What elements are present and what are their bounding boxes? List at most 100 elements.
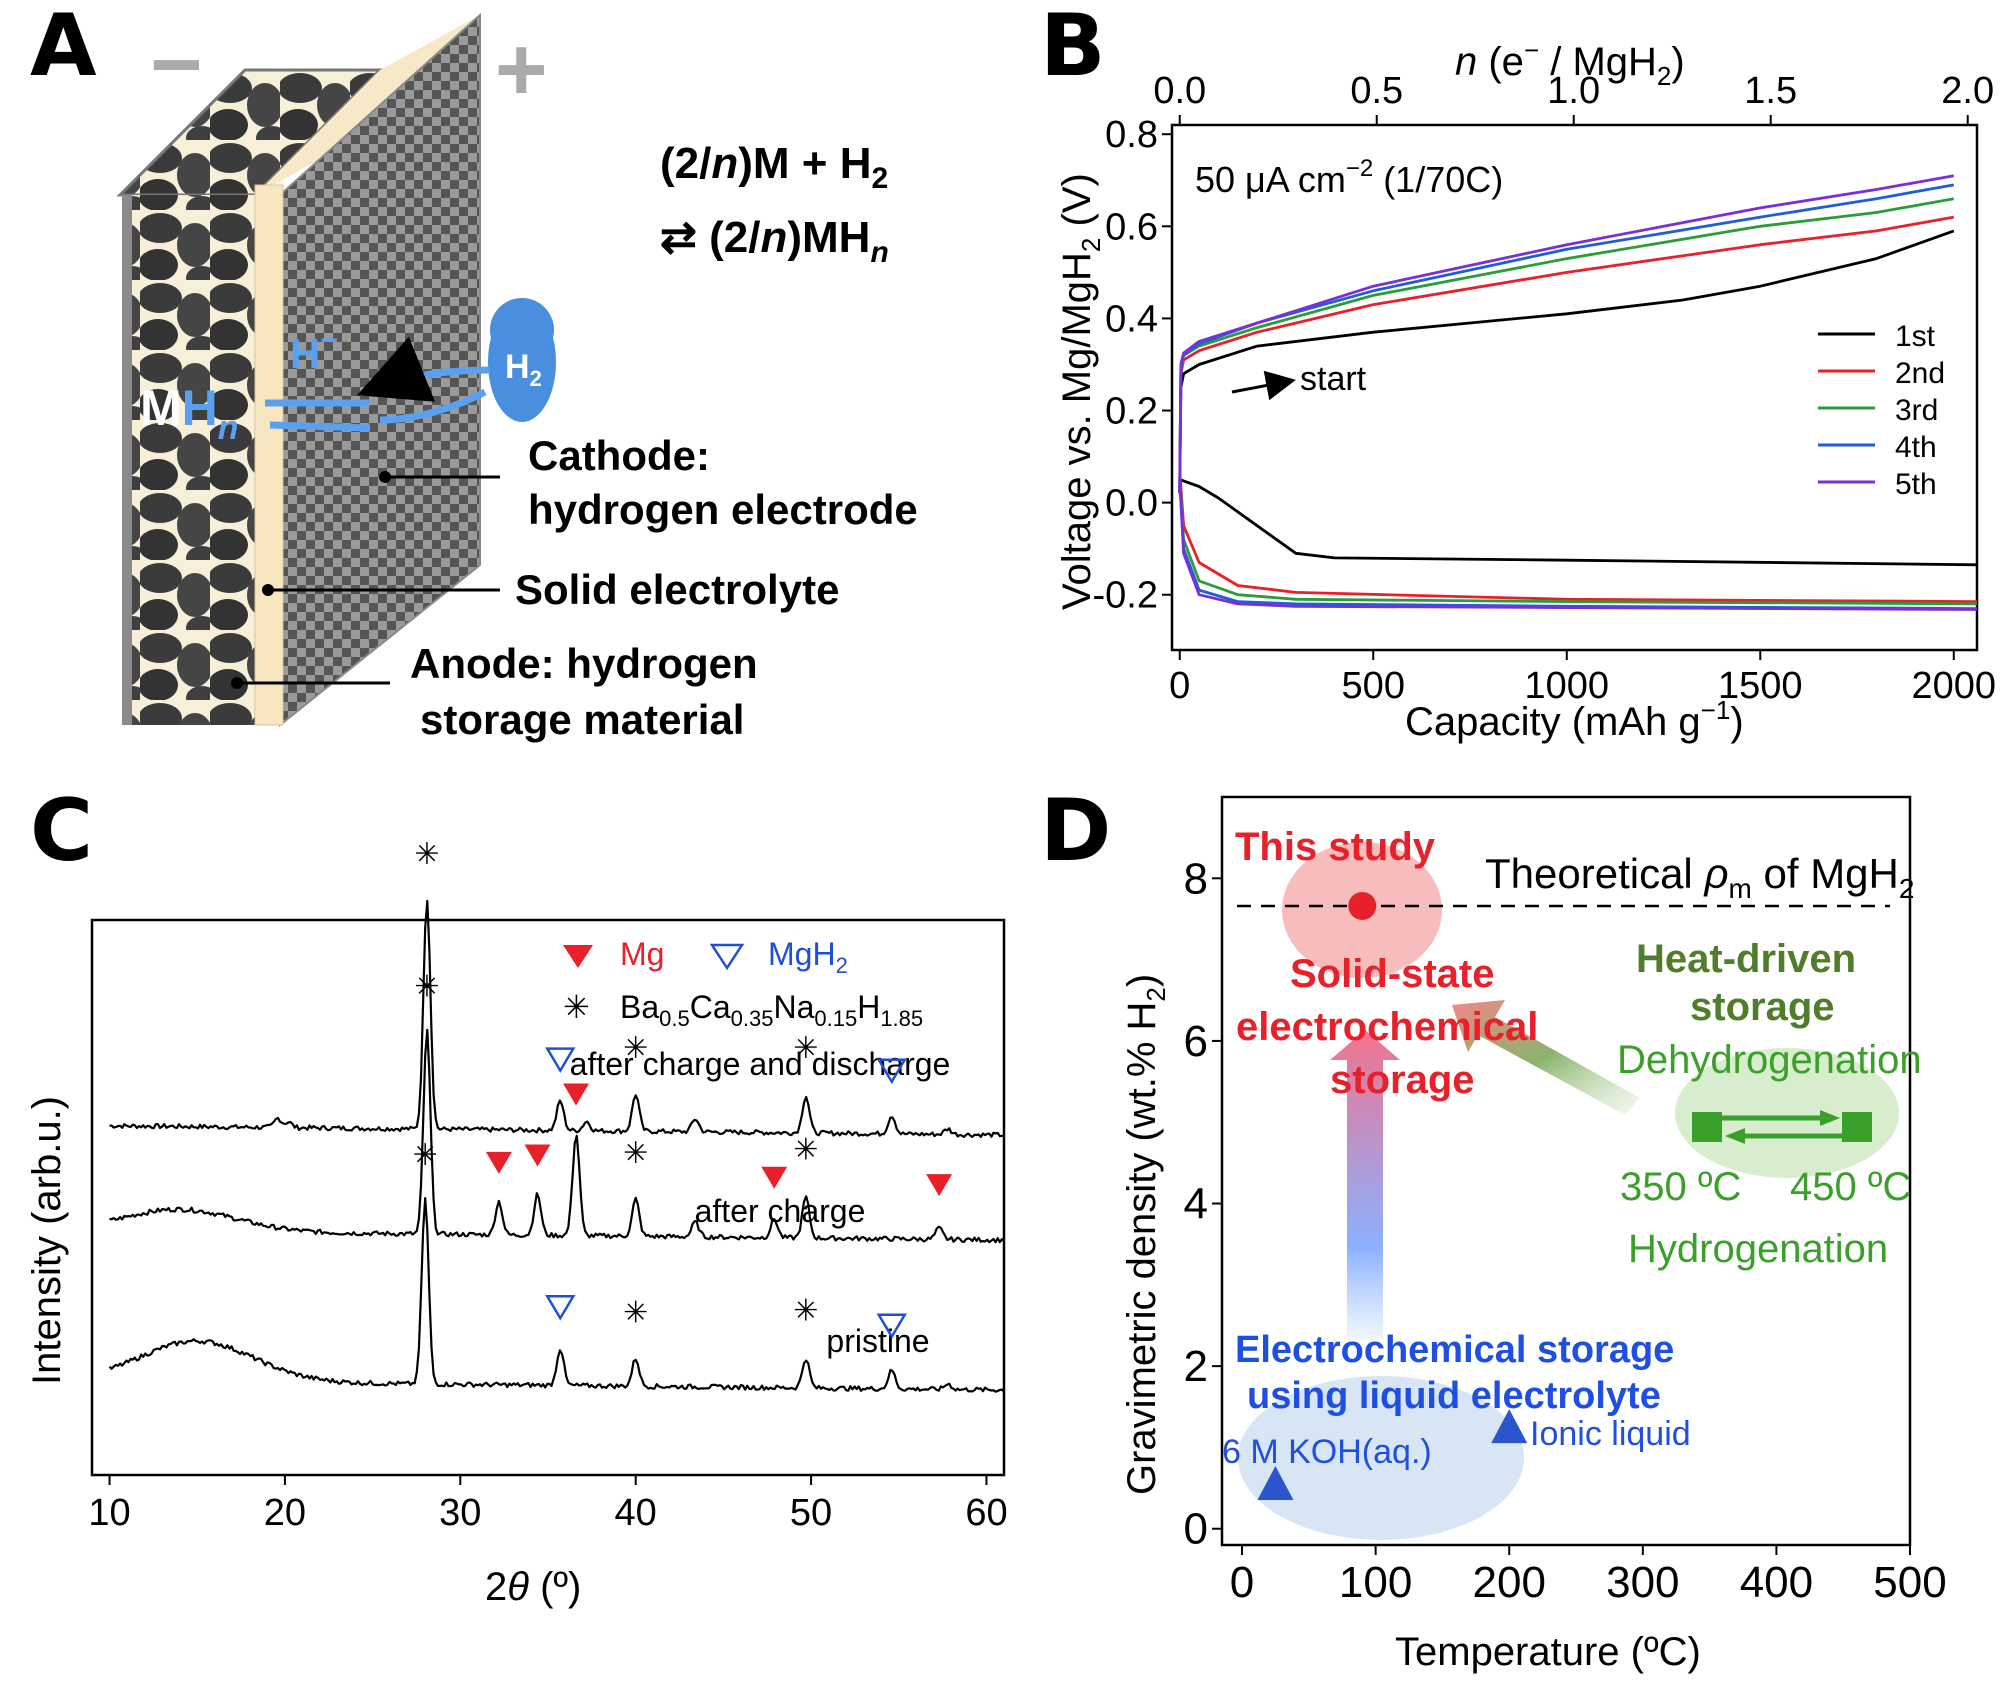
b-xtick-label: 500: [1342, 665, 1405, 707]
solid-state-label-1: Solid-state: [1290, 952, 1494, 996]
b-legend-label-5th: 5th: [1895, 468, 1937, 501]
b-legend-label-1st: 1st: [1895, 320, 1936, 353]
panel-c-letter: C: [30, 781, 93, 881]
c-series-pristine: [108, 1196, 1005, 1393]
temperature-switch-icon: [1692, 1110, 1872, 1144]
panel-d-letter: D: [1040, 781, 1111, 881]
panel-d-ylabel: Gravimetric density (wt.% H2): [1120, 974, 1171, 1495]
b-series-4th-discharge: [1178, 479, 1978, 610]
c-mg-marker: [563, 1083, 590, 1106]
d-ytick-label: 2: [1184, 1342, 1208, 1391]
d-xtick-label: 100: [1339, 1558, 1412, 1607]
b-xtick-label: 1000: [1524, 665, 1609, 707]
b-series-4th-charge: [1178, 183, 1955, 494]
panel-c-ylabel: Intensity (arb.u.): [25, 1096, 69, 1385]
panel-d-frame: [1220, 795, 1912, 1547]
d-point-6-m-koh-aq-: [1257, 1466, 1294, 1501]
koh-label: 6 M KOH(aq.): [1222, 1433, 1432, 1471]
reaction-line-2: ⇄ (2/n)MHn: [660, 213, 889, 269]
anode-label-1: Anode: hydrogen: [410, 640, 758, 687]
solid-state-label-3: storage: [1330, 1058, 1475, 1102]
diagonal-arrow: [1452, 1000, 1640, 1115]
liquid-electrolyte-region: [1238, 1376, 1524, 1540]
b-legend-label-2nd: 2nd: [1895, 357, 1945, 390]
c-asterisk-marker: ✳: [623, 1137, 648, 1170]
b-series-5th-discharge: [1178, 479, 1978, 611]
reference-line-label: Theoretical ρm of MgH2: [1485, 850, 1914, 904]
panel-d-xlabel: Temperature (ºC): [1395, 1630, 1701, 1674]
panel-b-top-xlabel: n (e− / MgH2): [1455, 35, 1685, 91]
c-mg-marker: [926, 1174, 953, 1197]
d-point-ionic-liquid: [1491, 1409, 1528, 1444]
heat-driven-label-1: Heat-driven: [1636, 937, 1856, 981]
cathode-label-2: hydrogen electrode: [528, 486, 918, 533]
minus-sign: −: [150, 15, 203, 115]
legend-electrolyte-label: Ba0.5Ca0.35Na0.15H1.85: [620, 989, 923, 1031]
b-toptick-label: 1.0: [1547, 70, 1600, 112]
panel-a-letter: A: [30, 0, 97, 96]
heat-driven-label-2: storage: [1690, 985, 1835, 1029]
b-legend-label-4th: 4th: [1895, 431, 1937, 464]
anode-label-2: storage material: [420, 696, 744, 743]
c-xtick-label: 50: [790, 1492, 832, 1534]
liquid-storage-label-1: Electrochemical storage: [1235, 1329, 1674, 1371]
d-xtick-label: 0: [1230, 1558, 1254, 1607]
c-xtick-label: 20: [264, 1492, 306, 1534]
up-arrow: [1330, 1030, 1400, 1340]
cathode-label-1: Cathode:: [528, 432, 710, 479]
c-asterisk-marker: ✳: [623, 1032, 648, 1065]
c-label-after-charge-and-discharge: after charge and discharge: [570, 1046, 951, 1082]
ionic-liquid-label: Ionic liquid: [1530, 1415, 1691, 1453]
heat-driven-region: [1675, 1048, 1899, 1178]
b-legend-label-3rd: 3rd: [1895, 394, 1938, 427]
legend-asterisk-marker: ✳: [563, 989, 590, 1025]
c-label-pristine: pristine: [826, 1323, 929, 1359]
b-xtick-label: 1500: [1718, 665, 1803, 707]
b-ytick-label: 0.8: [1105, 114, 1158, 156]
c-mgh2-marker: [876, 1058, 907, 1085]
this-study-label: This study: [1235, 825, 1436, 869]
c-xtick-label: 10: [88, 1492, 130, 1534]
b-toptick-label: 0.0: [1153, 70, 1206, 112]
plus-sign: +: [495, 20, 548, 120]
b-series-3rd-charge: [1178, 197, 1955, 494]
d-ytick-label: 8: [1184, 854, 1208, 903]
panel-b-ylabel: Voltage vs. Mg/MgH2 (V): [1055, 173, 1106, 610]
panel-d: D Temperature (ºC) Gravimetric density (…: [1040, 781, 1947, 1674]
panel-c-frame: [90, 918, 1006, 1477]
d-xtick-label: 300: [1606, 1558, 1679, 1607]
legend-mg-label: Mg: [620, 936, 664, 972]
d-xtick-label: 200: [1473, 1558, 1546, 1607]
electrolyte-label: Solid electrolyte: [515, 566, 839, 613]
d-ytick-label: 4: [1184, 1180, 1208, 1229]
c-asterisk-marker: ✳: [414, 971, 439, 1004]
d-point-this-study: [1348, 891, 1377, 920]
c-asterisk-marker: ✳: [793, 1032, 818, 1065]
hydrogenation-label: Hydrogenation: [1628, 1227, 1888, 1271]
b-xtick-label: 0: [1169, 665, 1190, 707]
temp-high-label: 450 ºC: [1790, 1165, 1911, 1209]
b-ytick-label: -0.2: [1093, 575, 1158, 617]
anode-block: [122, 195, 257, 725]
b-toptick-label: 0.5: [1350, 70, 1403, 112]
d-xtick-label: 500: [1873, 1558, 1946, 1607]
solid-state-label-2: electrochemical: [1236, 1005, 1538, 1049]
legend-mg-marker: [563, 945, 593, 968]
b-toptick-label: 1.5: [1744, 70, 1797, 112]
start-arrow: [1231, 370, 1296, 401]
c-series-after-charge-and-discharge: [109, 899, 1005, 1139]
legend-mgh2-marker: [709, 943, 745, 971]
start-label: start: [1300, 360, 1367, 398]
panel-b: B n (e− / MgH2) Capacity (mAh g−1) Volta…: [1040, 0, 1996, 744]
c-asterisk-marker: ✳: [413, 1139, 438, 1172]
b-toptick-label: 2.0: [1941, 70, 1994, 112]
panel-b-annotation: 50 μA cm−2 (1/70C): [1195, 155, 1503, 200]
c-mg-marker: [761, 1166, 788, 1189]
c-xtick-label: 30: [439, 1492, 481, 1534]
arrow-to-cathode: [357, 336, 491, 402]
b-series-1st-charge: [1178, 229, 1955, 494]
panel-c-xlabel: 2θ (º): [485, 1565, 581, 1609]
c-xtick-label: 60: [965, 1492, 1007, 1534]
c-asterisk-marker: ✳: [793, 1134, 818, 1167]
